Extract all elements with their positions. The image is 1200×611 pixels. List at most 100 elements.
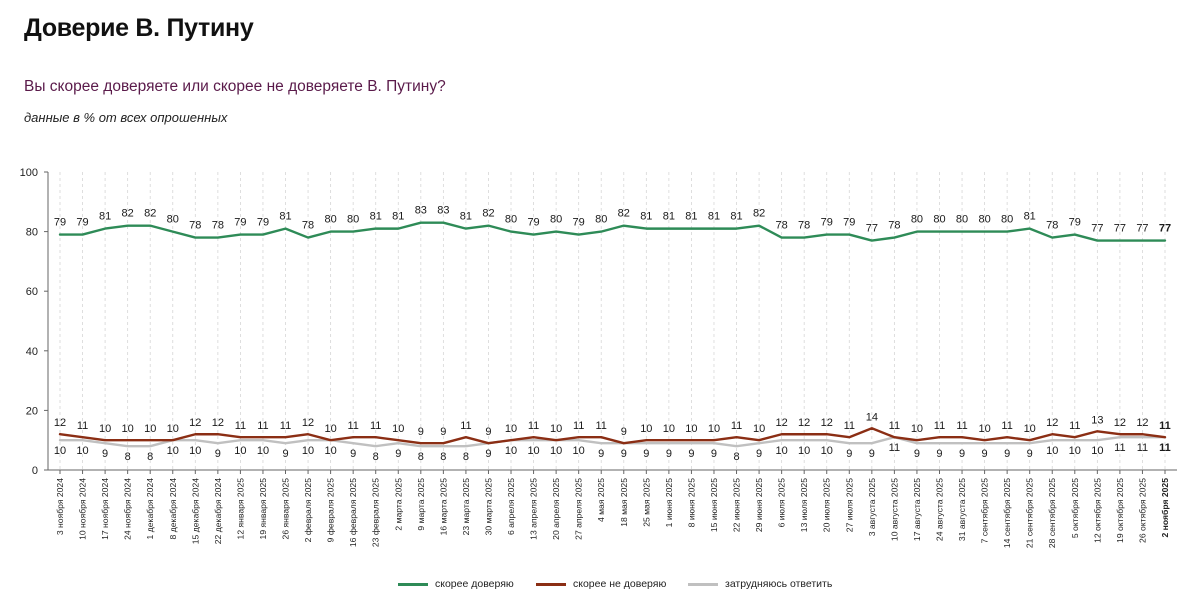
data-label-undecided: 9 [598,448,604,460]
x-tick-label: 9 марта 2025 [416,478,426,531]
x-tick-label: 18 мая 2025 [619,478,629,527]
x-tick-label: 2 марта 2025 [393,478,403,531]
data-label-trust: 82 [144,208,156,220]
data-label-undecided: 9 [350,448,356,460]
data-label-undecided: 9 [643,448,649,460]
data-label-undecided: 11 [1159,442,1171,454]
series-line-trust [58,221,1167,242]
x-tick-label: 16 февраля 2025 [348,478,358,547]
data-label-distrust: 10 [685,423,697,435]
data-label-undecided: 10 [550,445,562,457]
legend-swatch-undecided [688,582,718,586]
data-label-trust: 79 [54,217,66,229]
x-tick-label: 24 ноября 2024 [123,478,133,540]
data-label-distrust: 9 [485,426,491,438]
data-label-distrust: 10 [708,423,720,435]
data-label-distrust: 11 [1159,420,1171,432]
data-label-distrust: 11 [934,420,945,432]
data-label-trust: 82 [482,208,494,220]
data-label-distrust: 10 [99,423,111,435]
data-label-trust: 77 [1091,223,1103,235]
data-label-trust: 79 [527,217,539,229]
data-label-distrust: 10 [392,423,404,435]
page-title: Доверие В. Путину [24,14,254,42]
x-tick-label: 29 июня 2025 [754,478,764,532]
x-tick-label: 7 сентября 2025 [980,478,990,544]
data-label-distrust: 10 [505,423,517,435]
data-label-trust: 81 [663,211,675,223]
data-label-trust: 81 [370,211,382,223]
legend-label-undecided: затрудняюсь ответить [725,578,833,590]
data-label-distrust: 12 [776,417,788,429]
x-tick-label: 19 января 2025 [258,478,268,540]
data-label-trust: 78 [189,220,201,232]
data-label-undecided: 8 [418,451,424,463]
chart-legend: скорее доверяю скорее не доверяю затрудн… [0,578,1200,596]
data-label-trust: 83 [437,205,449,217]
data-label-trust: 77 [866,223,878,235]
x-tick-label: 10 августа 2025 [889,478,899,541]
data-label-trust: 79 [76,217,88,229]
legend-swatch-distrust [536,582,566,586]
data-label-distrust: 11 [235,420,246,432]
data-label-trust: 80 [550,214,562,226]
data-label-distrust: 12 [1136,417,1148,429]
legend-label-trust: скорее доверяю [435,578,514,590]
data-label-distrust: 11 [280,420,291,432]
data-label-trust: 78 [776,220,788,232]
data-label-distrust: 10 [753,423,765,435]
x-tick-label: 27 апреля 2025 [574,478,584,540]
data-label-distrust: 11 [347,420,358,432]
data-label-distrust: 12 [189,417,201,429]
data-label-undecided: 10 [821,445,833,457]
data-label-undecided: 10 [776,445,788,457]
x-tick-label: 20 апреля 2025 [551,478,561,540]
y-tick-label: 100 [20,167,38,179]
data-label-trust: 77 [1114,223,1126,235]
data-label-trust: 81 [730,211,742,223]
y-tick-label: 80 [26,227,38,239]
data-label-undecided: 9 [711,448,717,460]
data-label-undecided: 10 [505,445,517,457]
data-label-undecided: 10 [234,445,246,457]
x-tick-label: 2 ноября 2025 [1160,478,1170,538]
data-label-undecided: 8 [147,451,153,463]
data-label-distrust: 11 [596,420,607,432]
data-label-trust: 79 [821,217,833,229]
x-tick-label: 20 июля 2025 [822,478,832,532]
data-label-distrust: 10 [978,423,990,435]
data-label-distrust: 13 [1091,414,1103,426]
data-label-distrust: 9 [440,426,446,438]
data-label-undecided: 10 [54,445,66,457]
data-label-distrust: 10 [144,423,156,435]
data-label-undecided: 11 [1114,442,1125,454]
x-tick-label: 5 октября 2025 [1070,478,1080,538]
data-label-undecided: 10 [798,445,810,457]
data-label-trust: 78 [1046,220,1058,232]
data-label-trust: 81 [392,211,404,223]
data-label-undecided: 9 [982,448,988,460]
x-tick-label: 2 февраля 2025 [303,478,313,543]
data-label-distrust: 12 [212,417,224,429]
data-label-distrust: 12 [1114,417,1126,429]
data-label-distrust: 11 [370,420,381,432]
data-label-distrust: 11 [844,420,855,432]
data-label-undecided: 10 [324,445,336,457]
data-label-undecided: 9 [936,448,942,460]
x-tick-label: 26 января 2025 [281,478,291,540]
data-label-distrust: 10 [324,423,336,435]
data-label-distrust: 10 [1024,423,1036,435]
data-label-distrust: 12 [54,417,66,429]
data-label-trust: 79 [843,217,855,229]
data-label-distrust: 12 [798,417,810,429]
x-tick-label: 26 октября 2025 [1137,478,1147,543]
data-label-trust: 80 [347,214,359,226]
data-label-distrust: 9 [418,426,424,438]
data-label-undecided: 9 [215,448,221,460]
data-label-trust: 83 [415,205,427,217]
data-label-undecided: 8 [463,451,469,463]
data-label-trust: 80 [505,214,517,226]
data-label-trust: 77 [1159,223,1171,235]
legend-item-trust: скорее доверяю [398,578,514,590]
